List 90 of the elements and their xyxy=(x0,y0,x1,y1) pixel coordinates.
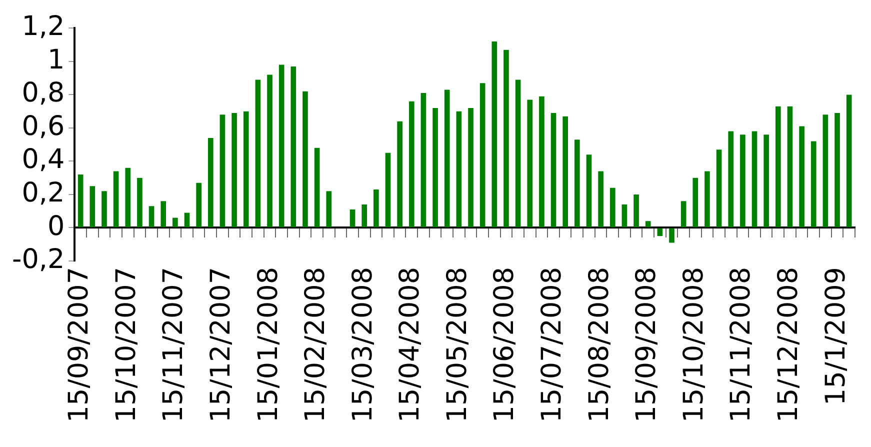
bar xyxy=(669,228,674,243)
bar xyxy=(148,206,154,228)
bar xyxy=(539,96,544,228)
bar xyxy=(657,228,663,236)
bar xyxy=(456,111,462,228)
bar xyxy=(243,111,249,228)
bar xyxy=(420,93,426,228)
bar xyxy=(527,100,533,228)
bar xyxy=(326,191,332,228)
bar xyxy=(302,91,308,228)
bar xyxy=(125,168,131,228)
x-tick-label: 15/11/2008 xyxy=(726,267,757,423)
bar xyxy=(350,209,356,228)
y-tick-label: 1 xyxy=(47,44,65,76)
bar xyxy=(574,140,580,228)
bar xyxy=(267,74,272,228)
bar xyxy=(208,138,214,228)
bar xyxy=(634,194,639,228)
y-tick-label: 0,4 xyxy=(22,144,65,176)
bar xyxy=(764,134,769,228)
x-tick-label: 15/12/2008 xyxy=(772,267,804,423)
y-tick-label: 0 xyxy=(47,210,65,242)
bar xyxy=(314,148,320,228)
bar xyxy=(645,221,651,228)
x-tick-label: 15/06/2008 xyxy=(489,267,520,423)
bar xyxy=(362,204,368,228)
bar xyxy=(196,182,202,228)
bar xyxy=(775,106,781,228)
y-tick-label: 0,2 xyxy=(22,178,65,208)
y-tick-label: 0,8 xyxy=(22,78,65,109)
bar xyxy=(822,114,828,228)
bar xyxy=(385,152,391,228)
bar xyxy=(680,201,686,228)
bar xyxy=(255,80,261,228)
bar xyxy=(550,113,556,228)
bar xyxy=(432,108,438,228)
x-tick-label: 15/03/2008 xyxy=(347,267,378,423)
x-tick-label: 15/04/2008 xyxy=(394,267,426,423)
bar xyxy=(834,113,840,228)
x-tick-label: 15/05/2008 xyxy=(442,267,473,423)
y-tick-label: 1,2 xyxy=(22,11,65,42)
bar xyxy=(290,66,296,228)
bar xyxy=(752,131,758,228)
bar xyxy=(586,154,592,228)
bar xyxy=(492,42,498,228)
x-tick-label: 15/02/2008 xyxy=(300,267,332,423)
bar xyxy=(160,201,166,228)
bar xyxy=(810,141,816,228)
bar xyxy=(704,171,710,228)
bar xyxy=(184,212,190,228)
bar xyxy=(232,113,237,228)
x-tick-label: 15/01/2008 xyxy=(252,267,284,423)
x-tick-label: 15/09/2007 xyxy=(64,267,95,423)
x-tick-label: 15/07/2008 xyxy=(536,267,568,423)
bar xyxy=(397,121,402,228)
x-tick-label: 15/12/2007 xyxy=(205,267,236,423)
bar xyxy=(622,204,628,228)
bar xyxy=(562,116,568,228)
x-tick-label: 15/11/2007 xyxy=(158,267,190,423)
bar xyxy=(740,134,746,228)
bar xyxy=(787,106,793,228)
bar xyxy=(278,64,284,228)
bar xyxy=(137,178,142,228)
bar xyxy=(598,171,604,228)
bar xyxy=(468,108,474,228)
bar xyxy=(113,171,119,228)
bar xyxy=(728,131,734,228)
bar xyxy=(480,83,486,228)
bar xyxy=(515,80,521,228)
bar xyxy=(102,191,107,228)
x-tick-label: 15/09/2008 xyxy=(631,267,662,423)
x-tick-label: 15/10/2007 xyxy=(110,267,142,423)
bar xyxy=(846,94,852,228)
bar xyxy=(716,150,722,228)
bar xyxy=(172,218,178,228)
bar xyxy=(444,90,450,228)
bar xyxy=(374,189,379,228)
x-tick-label: 15/10/2008 xyxy=(678,267,710,423)
bar xyxy=(610,188,616,228)
x-tick-label: 15/08/2008 xyxy=(584,267,615,423)
x-tick-label: 15/1/2009 xyxy=(820,267,852,406)
bar xyxy=(504,50,509,228)
bar xyxy=(90,186,96,228)
bar xyxy=(220,114,226,228)
bar xyxy=(78,174,84,228)
y-tick-label: -0,2 xyxy=(12,244,65,276)
bar xyxy=(799,126,804,228)
y-tick-label: 0,6 xyxy=(22,110,65,142)
bar xyxy=(692,178,698,228)
bar xyxy=(408,101,414,228)
